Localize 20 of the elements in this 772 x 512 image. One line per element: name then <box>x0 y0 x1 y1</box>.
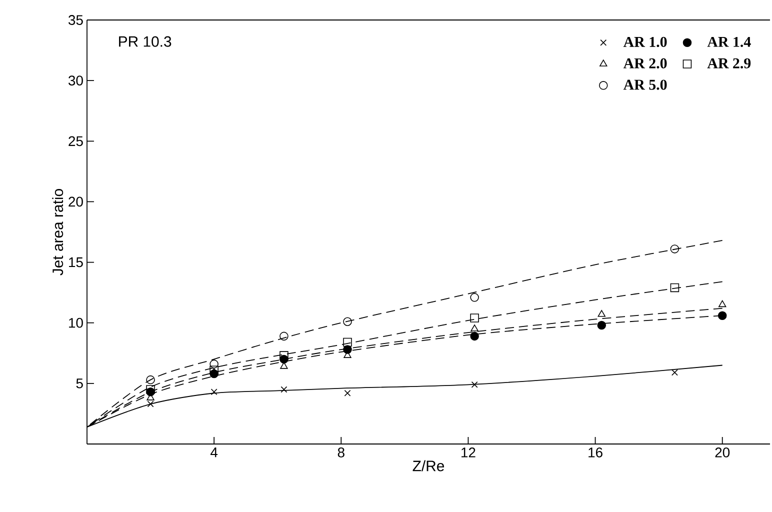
x-axis-title: Z/Re <box>412 460 444 472</box>
x-tick-label: 8 <box>338 448 344 458</box>
y-axis-title: Jet area ratio <box>52 189 64 276</box>
legend-label: AR 1.4 <box>707 36 751 48</box>
legend-label: AR 2.9 <box>707 58 751 68</box>
x-tick-label: 16 <box>588 448 602 458</box>
y-tick-label: 35 <box>68 15 83 25</box>
y-tick-label: 20 <box>68 196 83 207</box>
y-tick-label: 15 <box>69 257 83 268</box>
x-tick-label: 12 <box>462 448 476 458</box>
y-tick-label: 30 <box>68 76 83 86</box>
legend-label: AR 2.0 <box>623 58 667 68</box>
y-tick-label: 10 <box>69 318 83 328</box>
legend-label: AR 1.0 <box>623 36 667 48</box>
x-tick-label: 20 <box>715 448 730 458</box>
legend-label: AR 5.0 <box>623 80 667 90</box>
y-tick-label: 5 <box>76 378 83 388</box>
x-tick-label: 4 <box>210 448 218 458</box>
annotation: PR 10.3 <box>119 36 172 47</box>
y-tick-label: 25 <box>68 136 83 146</box>
